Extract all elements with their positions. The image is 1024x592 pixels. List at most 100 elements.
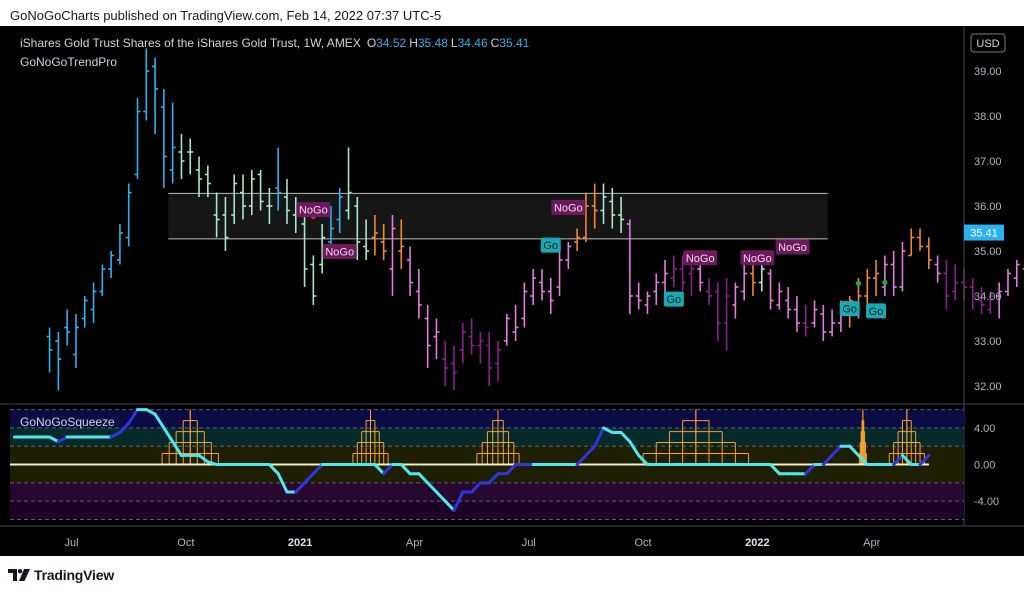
price-chart[interactable]: NoGo NoGo NoGo Go NoGo Go NoGo NoGo Go Go iShares… <box>0 26 1024 556</box>
oscillator-axis-tick: -4.00 <box>974 496 999 508</box>
nogo-signal-text: NoGo <box>778 242 807 254</box>
ohlc-bar <box>46 327 53 373</box>
time-axis-tick: 2021 <box>288 537 312 549</box>
ohlc-bar <box>380 224 387 260</box>
ohlc-bar <box>714 282 721 341</box>
squeeze-oscillator-segment <box>153 412 166 430</box>
squeeze-oscillator-segment <box>830 444 843 457</box>
ohlc-bar <box>152 57 159 134</box>
currency-badge[interactable]: USD <box>970 33 1006 53</box>
squeeze-oscillator-segment <box>637 453 649 467</box>
ohlc-bar <box>662 260 669 296</box>
ohlc-bar <box>477 332 484 364</box>
price-axis-tick: 37.00 <box>974 156 1002 168</box>
squeeze-oscillator-segment <box>900 453 913 467</box>
ohlc-bar <box>248 170 255 215</box>
ohlc-bar <box>732 282 739 319</box>
squeeze-oscillator-segment <box>821 453 834 467</box>
ohlc-bar <box>81 296 88 328</box>
oscillator-axis-tick: 4.00 <box>974 423 995 435</box>
nogo-signal-text: NoGo <box>299 205 328 217</box>
squeeze-oscillator-segment <box>206 460 219 467</box>
ohlc-bar <box>266 188 273 224</box>
go-signal-label: Go <box>663 291 684 307</box>
squeeze-oscillator-segment <box>294 481 307 494</box>
ohlc-bar <box>688 260 695 296</box>
ohlc-bar <box>398 219 405 269</box>
ohlc-bar <box>389 215 396 296</box>
price-axis-tick: 34.00 <box>974 291 1002 303</box>
squeeze-oscillator-segment <box>267 463 280 476</box>
nogo-signal-label: NoGo <box>740 250 775 266</box>
ohlc-bar <box>767 269 774 310</box>
footer-brand[interactable]: TradingView <box>8 565 114 585</box>
ohlc-bar <box>538 269 545 301</box>
ohlc-bar <box>776 282 783 310</box>
go-dot <box>855 280 862 286</box>
squeeze-oscillator-segment <box>848 444 860 457</box>
ohlc-bar <box>741 260 748 301</box>
ohlc-bar <box>873 260 880 296</box>
squeeze-oscillator-segment <box>619 430 632 444</box>
ohlc-bar <box>653 273 660 305</box>
squeeze-oscillator-segment <box>575 453 588 467</box>
go-signal-label: Go <box>866 303 887 319</box>
indicator-name-trend[interactable]: GoNoGoTrendPro <box>20 55 117 69</box>
last-price-box <box>964 224 1004 241</box>
ohlc-bar <box>494 341 501 382</box>
ohlc-bar <box>635 282 642 310</box>
price-axis-tick: 39.00 <box>974 66 1002 78</box>
ohlc-bar <box>899 242 906 292</box>
ohlc-bar <box>301 215 308 287</box>
time-axis-tick: 2022 <box>745 537 769 549</box>
squeeze-oscillator-segment <box>109 430 122 439</box>
ohlc-bar <box>996 282 1003 319</box>
ohlc-bar <box>143 48 150 121</box>
squeeze-oscillator-segment <box>144 408 157 416</box>
nogo-signal-box <box>683 250 718 266</box>
ohlc-bar <box>908 228 915 257</box>
squeeze-oscillator-segment <box>48 435 60 444</box>
ohlc-bar <box>459 323 466 364</box>
price-axis-tick: 36.00 <box>974 201 1002 213</box>
ohlc-bar <box>626 219 633 314</box>
legend-row: iShares Gold Trust Shares of the iShares… <box>20 36 530 50</box>
ohlc-bar <box>433 318 440 359</box>
squeeze-oscillator-segment <box>171 440 183 457</box>
ohlc-bar <box>864 269 871 310</box>
ohlc-bar <box>943 260 950 310</box>
squeeze-oscillator-segment <box>856 453 869 467</box>
ohlc-bar <box>116 224 123 265</box>
squeeze-oscillator-segment <box>162 426 175 444</box>
nogo-signal-text: NoGo <box>554 202 583 214</box>
time-axis-tick: Oct <box>177 537 194 549</box>
ohlc-bar <box>881 255 888 296</box>
currency-badge-box[interactable] <box>970 33 1006 53</box>
ohlc-bar <box>345 147 352 220</box>
ohlc-bar <box>160 89 167 188</box>
ohlc-bar <box>222 197 229 251</box>
nogo-signal-label: NoGo <box>322 243 357 259</box>
ohlc-bar <box>1004 269 1011 296</box>
ohlc-bar <box>64 309 71 346</box>
squeeze-oscillator-segment <box>443 499 456 512</box>
squeeze-oscillator-segment <box>804 463 817 476</box>
ohlc-bar <box>987 291 994 314</box>
price-axis-tick: 38.00 <box>974 111 1002 123</box>
nogo-signal-text: NoGo <box>743 253 772 265</box>
ohlc-bar <box>187 138 194 175</box>
squeeze-oscillator-segment <box>197 453 210 464</box>
chart-container[interactable]: NoGo NoGo NoGo Go NoGo Go NoGo NoGo Go Go iShares… <box>0 26 1024 556</box>
ohlc-bar <box>785 287 792 319</box>
ohlc-bar <box>310 255 317 305</box>
ohlc-bar <box>530 269 537 305</box>
ohlc-close: 35.41 <box>499 36 529 50</box>
indicator-name-squeeze[interactable]: GoNoGoSqueeze <box>20 415 115 429</box>
time-axis-labels: Jul Oct 2021 Apr Jul Oct 2022 Apr <box>65 537 881 549</box>
ohlc-bar <box>336 188 343 233</box>
ohlc-bar <box>706 278 713 305</box>
ohlc-bar <box>503 314 510 346</box>
squeeze-oscillator-segment <box>417 472 430 485</box>
ohlc-bar <box>134 98 141 179</box>
squeeze-oscillator-segment <box>769 463 781 476</box>
